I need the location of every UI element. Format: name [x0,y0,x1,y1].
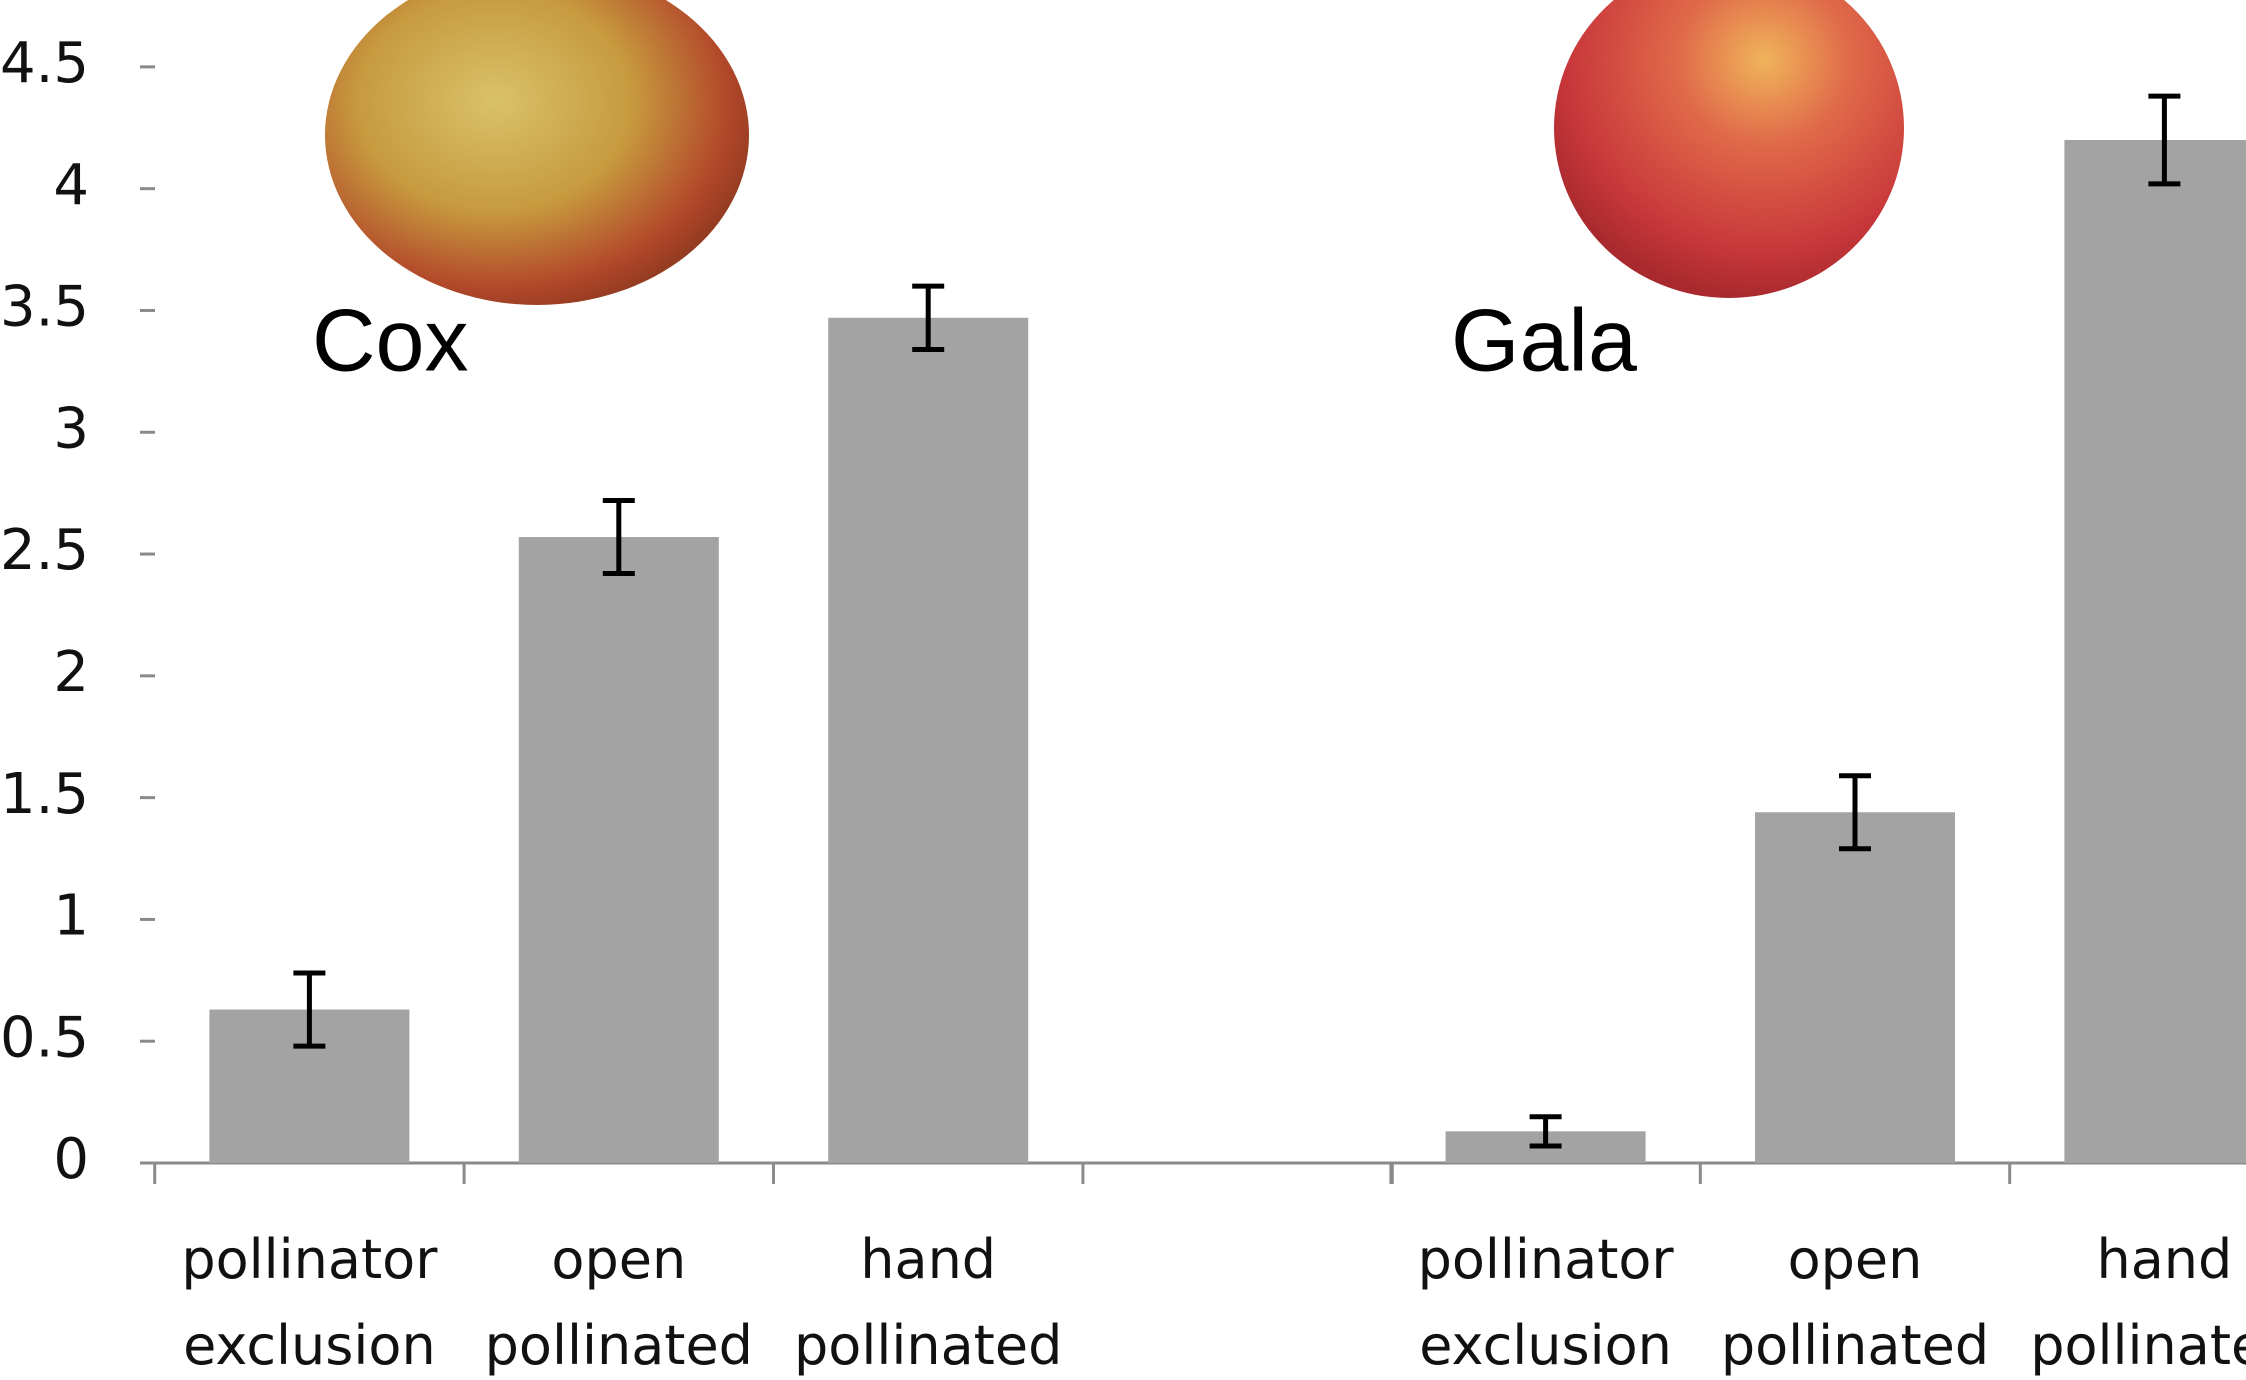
x-tick-label: hand pollinated [2030,1228,2246,1377]
annotation: Cox [312,290,469,389]
y-tick-label: 1 [53,884,89,949]
y-tick-label: 0.5 [0,1005,89,1070]
y-tick-label: 3.5 [0,275,89,340]
bar [1755,812,1955,1163]
bar [518,537,719,1163]
x-tick-label: pollinator exclusion [1417,1228,1674,1377]
y-tick-label: 1.5 [0,762,89,827]
x-tick-label: open pollinated [484,1228,753,1377]
bar [2064,139,2246,1164]
y-tick-label: 2 [53,640,89,705]
apple-image [1554,0,1904,298]
x-tick-label: hand pollinated [794,1228,1063,1377]
y-tick-label: 4.5 [0,31,89,96]
annotation: Gala [1451,290,1637,389]
y-tick-label: 2.5 [0,518,89,583]
x-tick-label: pollinator exclusion [181,1228,438,1377]
y-tick-label: 4 [53,153,89,218]
bar [828,317,1029,1163]
y-tick-label: 0 [53,1127,89,1192]
x-tick-label: open pollinated [1720,1228,1990,1377]
y-tick-label: 3 [53,396,89,461]
apple-image [325,0,749,305]
